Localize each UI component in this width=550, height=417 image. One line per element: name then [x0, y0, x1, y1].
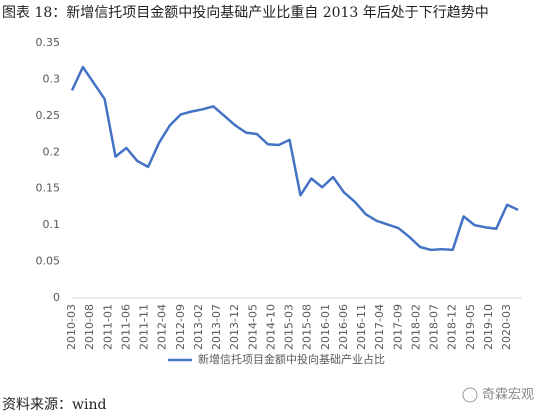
x-tick-label: 2011-11 [138, 304, 151, 350]
x-tick-label: 2019-10 [482, 304, 495, 350]
x-tick-label: 2011-06 [119, 304, 132, 350]
x-tick-label: 2011-01 [101, 304, 114, 350]
y-tick-label: 0.15 [36, 182, 61, 195]
legend-label: 新增信托项目金额中投向基础产业占比 [198, 352, 385, 366]
x-tick-label: 2015-03 [283, 304, 296, 350]
x-tick-label: 2018-07 [428, 304, 441, 350]
data-line [70, 65, 519, 252]
x-tick-label: 2013-07 [210, 304, 223, 350]
source: 资料来源：wind [2, 397, 106, 413]
x-tick-label: 2016-06 [337, 304, 350, 350]
y-tick-label: 0.2 [43, 145, 61, 158]
y-tick-label: 0.25 [36, 109, 61, 122]
x-tick-label: 2020-03 [500, 304, 513, 350]
x-tick-label: 2016-11 [355, 304, 368, 350]
y-tick-label: 0.05 [36, 255, 61, 268]
x-tick-label: 2012-09 [174, 304, 187, 350]
x-tick-label: 2012-04 [156, 304, 169, 350]
x-tick-label: 2014-05 [246, 304, 259, 350]
x-tick-label: 2010-03 [65, 304, 78, 350]
y-tick-label: 0.3 [43, 72, 61, 85]
y-tick-label: 0 [53, 291, 60, 304]
x-tick-label: 2018-02 [409, 304, 422, 350]
x-tick-label: 2015-08 [301, 304, 314, 350]
x-tick-label: 2013-02 [192, 304, 205, 350]
watermark-icon [462, 387, 478, 403]
x-tick-label: 2014-10 [264, 304, 277, 350]
y-tick-label: 0.35 [36, 36, 61, 49]
x-tick-label: 2017-04 [373, 304, 386, 350]
x-tick-label: 2018-12 [446, 304, 459, 350]
x-tick-label: 2010-08 [83, 304, 96, 350]
y-tick-label: 0.1 [43, 218, 61, 231]
x-tick-label: 2016-01 [319, 304, 332, 350]
x-tick-label: 2017-09 [391, 304, 404, 350]
chart-title: 图表 18：新增信托项目金额中投向基础产业比重自 2013 年后处于下行趋势中 [2, 4, 489, 21]
x-tick-label: 2019-05 [464, 304, 477, 350]
x-tick-label: 2013-12 [228, 304, 241, 350]
watermark: 奇霖宏观 [482, 387, 534, 403]
